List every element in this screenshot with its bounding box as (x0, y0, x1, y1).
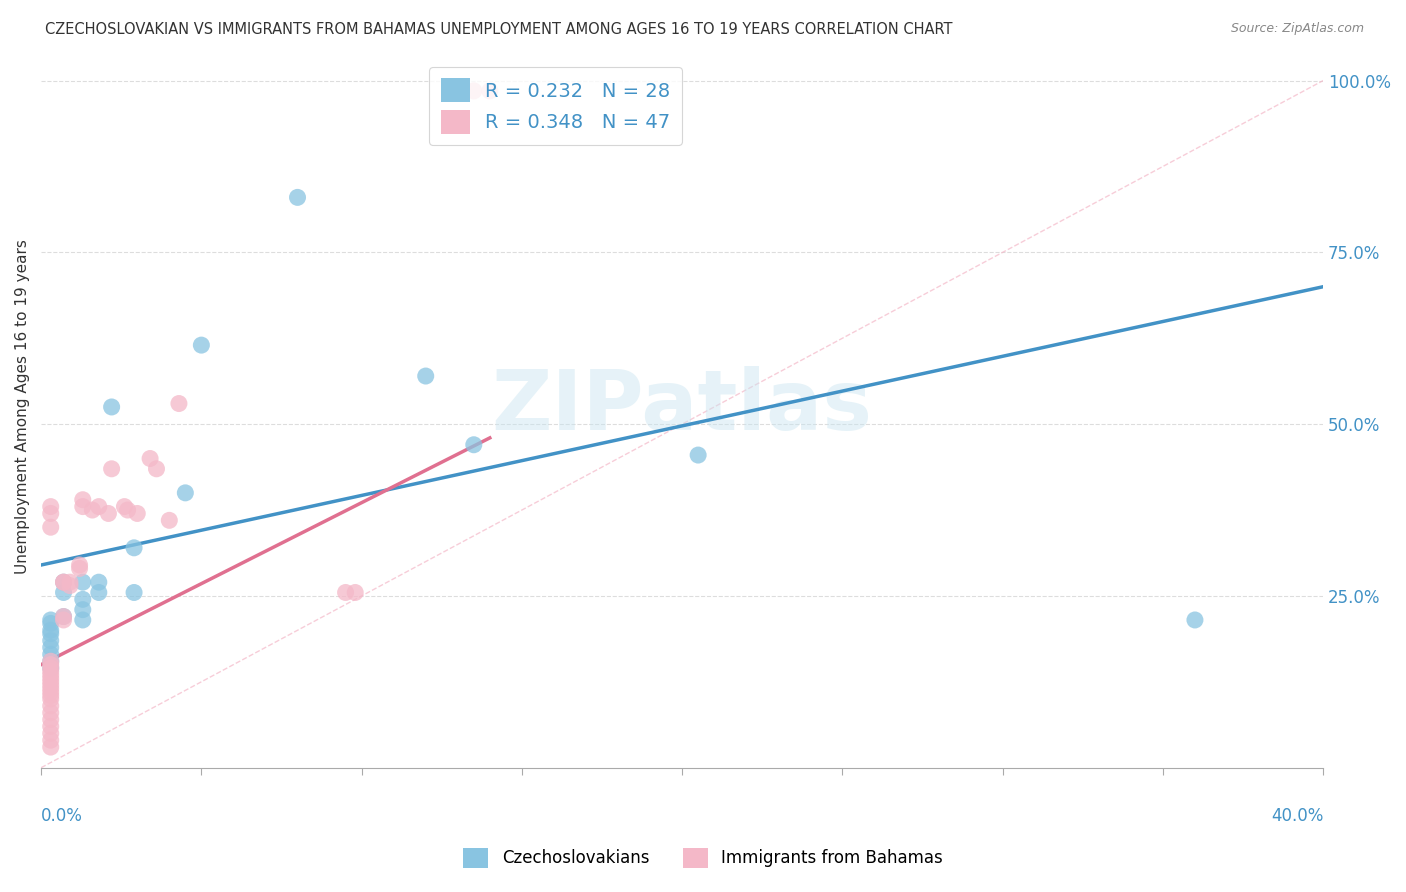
Point (52, 585, 75, 599)
Point (52, 609, 75, 624)
Point (39, 500, 62, 514)
Point (39, 706, 62, 720)
Point (72, 575, 94, 590)
Point (39, 698, 62, 713)
Point (39, 668, 62, 682)
Point (39, 689, 62, 703)
Point (39, 520, 62, 534)
Point (100, 400, 122, 414)
Y-axis label: Unemployment Among Ages 16 to 19 years: Unemployment Among Ages 16 to 19 years (15, 240, 30, 574)
Point (39, 678, 62, 692)
Point (39, 672, 62, 686)
Point (117, 503, 139, 517)
Point (39, 692, 62, 706)
Point (39, 713, 62, 727)
Point (335, 585, 357, 599)
Point (1184, 613, 1206, 627)
Text: CZECHOSLOVAKIAN VS IMMIGRANTS FROM BAHAMAS UNEMPLOYMENT AMONG AGES 16 TO 19 YEAR: CZECHOSLOVAKIAN VS IMMIGRANTS FROM BAHAM… (45, 22, 952, 37)
Point (100, 462, 122, 476)
Point (39, 648, 62, 662)
Point (415, 369, 437, 384)
Point (122, 585, 145, 599)
Point (39, 626, 62, 640)
Point (157, 513, 180, 527)
Point (39, 661, 62, 675)
Point (72, 613, 94, 627)
Point (39, 685, 62, 699)
Point (688, 448, 710, 462)
Point (39, 507, 62, 521)
Point (127, 507, 149, 521)
Point (87, 575, 110, 590)
Point (52, 575, 75, 590)
Point (52, 613, 75, 627)
Point (39, 633, 62, 648)
Point (72, 500, 94, 514)
Point (39, 665, 62, 679)
Point (122, 541, 145, 555)
Point (39, 726, 62, 740)
Point (87, 585, 110, 599)
Point (39, 661, 62, 675)
Point (39, 624, 62, 638)
Text: 0.0%: 0.0% (41, 807, 83, 825)
Point (59, 579, 82, 593)
Point (52, 609, 75, 624)
Point (39, 674, 62, 689)
Point (39, 654, 62, 668)
Point (39, 613, 62, 627)
Point (287, 190, 309, 204)
Point (344, 585, 367, 599)
Point (463, 438, 485, 452)
Point (97, 507, 120, 521)
Point (39, 616, 62, 631)
Point (69, 561, 91, 575)
Point (190, 338, 212, 352)
Point (145, 462, 167, 476)
Text: 40.0%: 40.0% (1271, 807, 1323, 825)
Point (174, 486, 197, 500)
Point (39, 681, 62, 696)
Point (463, 84, 485, 98)
Point (39, 733, 62, 747)
Point (72, 492, 94, 507)
Point (39, 654, 62, 668)
Text: ZIPatlas: ZIPatlas (492, 367, 873, 448)
Point (69, 558, 91, 572)
Point (72, 592, 94, 607)
Legend: Czechoslovakians, Immigrants from Bahamas: Czechoslovakians, Immigrants from Bahama… (457, 841, 949, 875)
Point (87, 500, 110, 514)
Point (114, 500, 136, 514)
Point (52, 575, 75, 590)
Point (39, 640, 62, 655)
Point (167, 396, 190, 410)
Text: Source: ZipAtlas.com: Source: ZipAtlas.com (1230, 22, 1364, 36)
Legend: R = 0.232   N = 28, R = 0.348   N = 47: R = 0.232 N = 28, R = 0.348 N = 47 (429, 67, 682, 145)
Point (39, 719, 62, 733)
Point (478, 84, 501, 98)
Point (39, 740, 62, 755)
Point (39, 657, 62, 672)
Point (82, 503, 104, 517)
Point (52, 575, 75, 590)
Point (139, 451, 162, 466)
Point (59, 575, 82, 590)
Point (72, 602, 94, 616)
